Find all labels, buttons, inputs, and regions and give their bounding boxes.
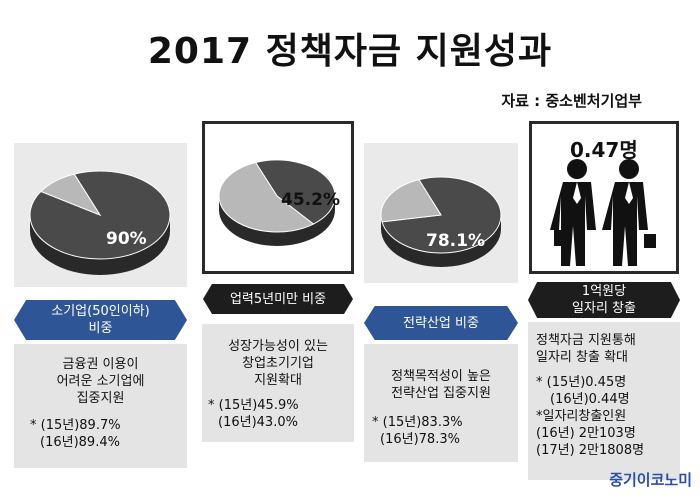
- pie-chart-strategic: [380, 176, 502, 267]
- pie-side: [30, 215, 170, 275]
- page-title: 2017 정책자금 지원성과: [147, 31, 553, 72]
- tag-jobs: 1억원당 일자리 창출: [528, 282, 680, 318]
- pie-panel-small-business: 90%: [14, 143, 187, 287]
- tag-line: 비중: [88, 321, 113, 336]
- stat-line: (17년) 2만1808명: [536, 443, 645, 458]
- stat-line: * (15년)83.3%: [372, 415, 463, 430]
- pie-side: [219, 196, 335, 246]
- tag-strategic: 전략산업 비중: [364, 306, 518, 340]
- headline-line: 일자리 창출 확대: [536, 350, 628, 365]
- pie-percent-label: 45.2%: [281, 190, 340, 210]
- headline-line: 정책자금 지원통해: [536, 333, 636, 348]
- headline-line: 성장가능성이 있는: [228, 339, 328, 354]
- pie-slice-0: [254, 159, 336, 225]
- pie-slice-1: [40, 173, 102, 217]
- business-people-icon: [550, 159, 656, 266]
- pie-side: [381, 215, 501, 267]
- tag-line: 소기업(50인이하): [51, 304, 150, 319]
- headline-line: 지원확대: [254, 373, 302, 388]
- stat-line: (16년)89.4%: [40, 435, 120, 450]
- desc-box-strategic: 정책목적성이 높은 전략산업 집중지원 * (15년)83.3% (16년)78…: [364, 344, 518, 462]
- pie-panel-startup: 45.2%: [202, 121, 354, 274]
- headline-line: 전략산업 집중지원: [391, 386, 491, 401]
- pie-chart-startup: [218, 159, 336, 246]
- stat-line: (16년)43.0%: [218, 415, 298, 430]
- tag-small-business: 소기업(50인이하) 비중: [14, 300, 187, 340]
- headline-line: 정책목적성이 높은: [391, 369, 491, 384]
- stat-line: * (15년)0.45명: [536, 375, 627, 390]
- pie-slice-1: [218, 161, 315, 233]
- desc-box-jobs: 정책자금 지원통해 일자리 창출 확대 * (15년)0.45명 (16년)0.…: [528, 322, 680, 480]
- headline-line: 집중지원: [76, 391, 125, 406]
- tag-line: 일자리 창출: [572, 301, 636, 316]
- tag-startup: 업력5년미만 비중: [203, 284, 353, 314]
- source-note: 자료 : 중소벤처기업부: [501, 92, 642, 110]
- jobs-value-label: 0.47명: [570, 138, 638, 162]
- stat-line: (16년)78.3%: [380, 432, 460, 447]
- pie-percent-label: 78.1%: [426, 231, 485, 251]
- stat-line: (16년) 2만103명: [536, 426, 636, 441]
- stat-line: * (15년)45.9%: [208, 398, 299, 413]
- pie-percent-label: 90%: [106, 229, 147, 249]
- tag-line: 업력5년미만 비중: [229, 291, 327, 307]
- desc-box-small-business: 금융권 이용이 어려운 소기업에 집중지원 * (15년)89.7% (16년)…: [14, 344, 187, 468]
- pie-panel-strategic: 78.1%: [364, 143, 518, 283]
- headline-line: 금융권 이용이: [62, 357, 139, 372]
- desc-box-startup: 성장가능성이 있는 창업초기기업 지원확대 * (15년)45.9% (16년)…: [202, 324, 354, 442]
- headline-line: 창업초기기업: [242, 356, 314, 371]
- jobs-panel: 0.47명: [529, 121, 679, 274]
- pie-slice-1: [380, 179, 442, 223]
- publisher-logo: 중기이코노미: [609, 471, 692, 489]
- stat-line: * (15년)89.7%: [30, 418, 121, 433]
- tag-line: 전략산업 비중: [403, 315, 479, 331]
- stat-line: (16년)0.44명: [550, 392, 630, 407]
- stat-line: *일자리창출인원: [536, 409, 627, 424]
- tag-line: 1억원당: [581, 284, 627, 299]
- pie-chart-small-business: [29, 170, 171, 275]
- headline-line: 어려운 소기업에: [56, 374, 145, 389]
